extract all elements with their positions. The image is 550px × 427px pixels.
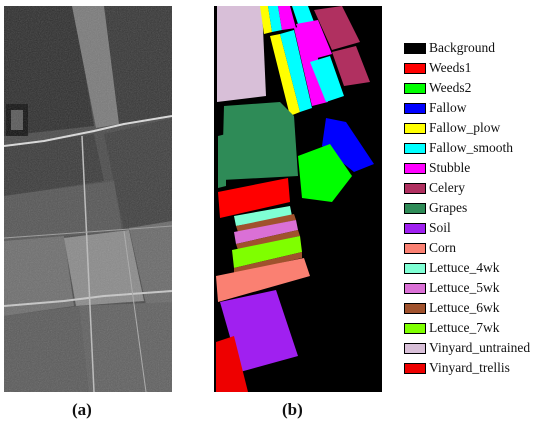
region-fallow-smooth-top <box>268 6 282 32</box>
legend-item: Celery <box>404 178 530 198</box>
region-celery-top <box>314 6 360 50</box>
legend-item: Grapes <box>404 198 530 218</box>
legend-swatch <box>404 62 426 74</box>
legend-label: Lettuce_7wk <box>429 320 500 335</box>
region-lettuce-6wk-2 <box>236 230 300 250</box>
ground-truth-map <box>214 6 382 392</box>
legend-swatch <box>404 302 426 314</box>
legend-label: Vinyard_trellis <box>429 360 510 375</box>
region-fallow-smooth-top2 <box>292 6 314 24</box>
legend-swatch <box>404 102 426 114</box>
region-corn <box>216 258 310 302</box>
region-weeds2 <box>298 144 352 202</box>
legend-swatch <box>404 262 426 274</box>
legend-item: Lettuce_5wk <box>404 278 530 298</box>
legend-item: Weeds1 <box>404 58 530 78</box>
legend-label: Vinyard_untrained <box>429 340 531 355</box>
region-fallow-smooth-mid2 <box>310 56 344 102</box>
legend-item: Lettuce_4wk <box>404 258 530 278</box>
legend-swatch <box>404 342 426 354</box>
region-stubble-top <box>278 6 296 30</box>
legend-item: Corn <box>404 238 530 258</box>
region-lettuce-6wk <box>236 214 296 232</box>
region-fallow <box>322 118 374 172</box>
legend-label: Background <box>429 40 495 55</box>
legend-item: Fallow <box>404 98 530 118</box>
region-grapes <box>222 102 298 180</box>
legend-item: Soil <box>404 218 530 238</box>
legend-item: Lettuce_7wk <box>404 318 530 338</box>
caption-b: (b) <box>282 400 303 419</box>
region-celery-mid <box>332 46 370 86</box>
legend-swatch <box>404 142 426 154</box>
legend-swatch <box>404 222 426 234</box>
legend-swatch <box>404 182 426 194</box>
region-lettuce-6wk-3 <box>234 252 302 274</box>
caption-a: (a) <box>72 400 92 419</box>
legend-label: Celery <box>429 180 465 195</box>
legend-item: Weeds2 <box>404 78 530 98</box>
legend-swatch <box>404 242 426 254</box>
legend-label: Soil <box>429 220 451 235</box>
legend-item: Lettuce_6wk <box>404 298 530 318</box>
legend-swatch <box>404 362 426 374</box>
legend-label: Fallow <box>429 100 467 115</box>
region-vinyard-untrained-top <box>217 6 266 102</box>
legend-label: Stubble <box>429 160 471 175</box>
legend-label: Weeds1 <box>429 60 472 75</box>
legend-label: Fallow_plow <box>429 120 501 135</box>
region-fallow-plow-mid <box>270 34 300 116</box>
legend-swatch <box>404 82 426 94</box>
legend-swatch <box>404 162 426 174</box>
legend-label: Fallow_smooth <box>429 140 514 155</box>
legend-item: Fallow_plow <box>404 118 530 138</box>
legend-swatch <box>404 322 426 334</box>
legend-swatch <box>404 42 426 54</box>
legend-label: Lettuce_5wk <box>429 280 500 295</box>
region-lettuce-5wk <box>234 220 298 244</box>
legend-label: Lettuce_4wk <box>429 260 500 275</box>
satellite-image <box>4 6 172 392</box>
region-vinyard-trellis <box>216 336 248 392</box>
legend-label: Lettuce_6wk <box>429 300 500 315</box>
legend-swatch <box>404 202 426 214</box>
region-lettuce-4wk <box>234 206 292 226</box>
region-soil <box>220 290 298 372</box>
legend-swatch <box>404 122 426 134</box>
legend-item: Vinyard_untrained <box>404 338 530 358</box>
region-lettuce-7wk <box>232 236 302 268</box>
legend-swatch <box>404 282 426 294</box>
legend-label: Corn <box>429 240 456 255</box>
region-fallow-plow-top <box>260 6 272 34</box>
legend-item: Stubble <box>404 158 530 178</box>
legend-item: Background <box>404 38 530 58</box>
region-weeds1-strip <box>218 178 290 218</box>
legend-item: Vinyard_trellis <box>404 358 530 378</box>
legend: Background Weeds1 Weeds2 Fallow Fallow_plow F… <box>404 38 530 378</box>
region-fallow-smooth-mid <box>280 30 312 112</box>
legend-label: Grapes <box>429 200 468 215</box>
legend-item: Fallow_smooth <box>404 138 530 158</box>
region-grapes-small <box>218 134 226 188</box>
legend-label: Weeds2 <box>429 80 472 95</box>
